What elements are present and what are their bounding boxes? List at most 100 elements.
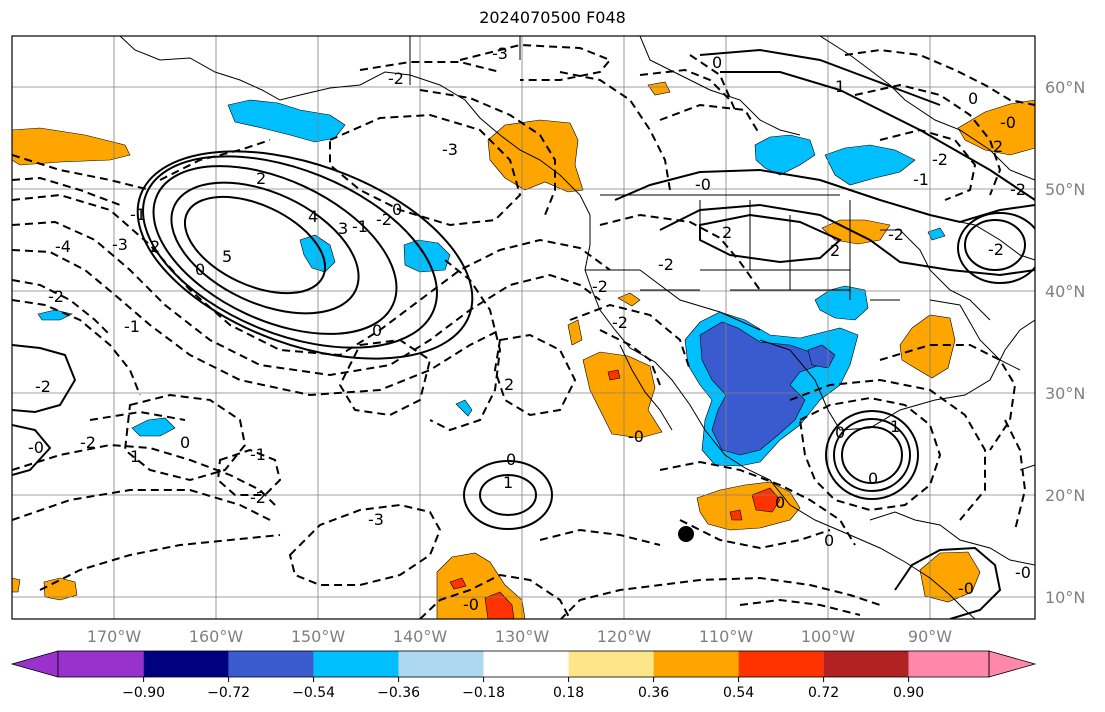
contour-label: -2 bbox=[80, 433, 96, 452]
contour-label: -2 bbox=[388, 69, 404, 88]
contour-label: -2 bbox=[612, 313, 628, 332]
contour-label: -1 bbox=[124, 317, 140, 336]
contour-label: -3 bbox=[112, 235, 128, 254]
contour-label: -2 bbox=[988, 240, 1004, 259]
contour-label: 0 bbox=[968, 89, 978, 108]
lon-label: 110°W bbox=[699, 627, 754, 646]
contour-label: 1 bbox=[503, 473, 513, 492]
positive-region bbox=[899, 314, 956, 379]
colorbar-tick-label: 0.90 bbox=[893, 685, 924, 701]
contour-label: -0 bbox=[958, 579, 974, 598]
contour-label: -1 bbox=[250, 445, 266, 464]
graticule bbox=[12, 36, 1035, 619]
latitude-labels: 60°N 50°N 40°N 30°N 20°N 10°N bbox=[1045, 78, 1085, 607]
contour-label: 1 bbox=[835, 77, 845, 96]
colorbar-bin bbox=[228, 651, 314, 677]
lat-label: 50°N bbox=[1045, 180, 1085, 199]
contour-label: 2 bbox=[150, 237, 160, 256]
contour-label: 0 bbox=[712, 53, 722, 72]
lat-label: 40°N bbox=[1045, 282, 1085, 301]
contour-label: -4 bbox=[55, 237, 71, 256]
contour-label: -2 bbox=[932, 150, 948, 169]
strong-positive-region bbox=[751, 487, 781, 513]
contour-labels: -3 -2 -3 0 -2 -1 2 4 3 2 -1 0 5 -4 -3 -2… bbox=[28, 44, 1031, 614]
contour-label: -0 bbox=[1015, 563, 1031, 582]
moderate-negative-region bbox=[455, 399, 473, 417]
coastlines bbox=[119, 36, 1035, 619]
contour-label: 3 bbox=[338, 219, 348, 238]
contour-label: 2 bbox=[722, 223, 732, 242]
contour-label: -0 bbox=[28, 438, 44, 457]
contour-label: -2 bbox=[376, 210, 392, 229]
contour-label: 0 bbox=[868, 469, 878, 488]
negative-contours bbox=[12, 43, 1035, 619]
contour-label: 0 bbox=[180, 433, 190, 452]
colorbar-bin bbox=[908, 651, 989, 677]
storm-marker bbox=[678, 526, 694, 542]
positive-region bbox=[582, 351, 663, 439]
colorbar-bin bbox=[823, 651, 909, 677]
colorbar-tick-label: 0.72 bbox=[808, 685, 839, 701]
positive-contours bbox=[12, 48, 1035, 619]
colorbar-bin bbox=[398, 651, 484, 677]
lon-label: 160°W bbox=[189, 627, 244, 646]
colorbar-bin bbox=[483, 651, 569, 677]
contour-label: -0 bbox=[628, 427, 644, 446]
lat-label: 10°N bbox=[1045, 588, 1085, 607]
moderate-negative-region bbox=[299, 234, 336, 273]
contour-label: -3 bbox=[368, 510, 384, 529]
moderate-negative-region bbox=[227, 99, 346, 143]
positive-region bbox=[12, 577, 21, 593]
contour-label: -2 bbox=[888, 225, 904, 244]
contour-label: 4 bbox=[308, 207, 318, 226]
contour-label: -2 bbox=[35, 377, 51, 396]
contour-label: -0 bbox=[463, 595, 479, 614]
lon-label: 130°W bbox=[495, 627, 550, 646]
longitude-labels: 170°W 160°W 150°W 140°W 130°W 120°W 110°… bbox=[87, 627, 952, 646]
colorbar-tick-label: −0.18 bbox=[462, 685, 505, 701]
lat-label: 30°N bbox=[1045, 384, 1085, 403]
contour-label: -2 bbox=[658, 255, 674, 274]
colorbar-tick-labels: −0.90 −0.72 −0.54 −0.36 −0.18 0.18 0.36 … bbox=[122, 685, 924, 701]
contour-label: 1 bbox=[130, 447, 140, 466]
contour-label: -1 bbox=[130, 205, 146, 224]
moderate-negative-region bbox=[131, 417, 176, 437]
moderate-negative-region bbox=[927, 227, 946, 241]
contour-label: -0 bbox=[695, 175, 711, 194]
positive-region bbox=[12, 127, 131, 166]
colorbar-tick-label: 0.18 bbox=[553, 685, 584, 701]
strong-positive-region bbox=[484, 591, 515, 619]
contour-label: 2 bbox=[504, 375, 514, 394]
lat-label: 60°N bbox=[1045, 78, 1085, 97]
contour-label: 0 bbox=[392, 200, 402, 219]
contour-label: 2 bbox=[993, 137, 1003, 156]
contour-label: -3 bbox=[492, 44, 508, 63]
colorbar-tick-label: 0.36 bbox=[638, 685, 669, 701]
contour-label: -1 bbox=[352, 217, 368, 236]
colorbar-extend-high bbox=[988, 650, 1037, 678]
contour-label: 2 bbox=[256, 169, 266, 188]
contour-label: 5 bbox=[222, 247, 232, 266]
colorbar-bin bbox=[653, 651, 739, 677]
lon-label: 170°W bbox=[87, 627, 142, 646]
lon-label: 100°W bbox=[801, 627, 856, 646]
lon-label: 90°W bbox=[908, 627, 952, 646]
colorbar-extend-low bbox=[10, 650, 59, 678]
colorbar-tick-label: −0.54 bbox=[292, 685, 335, 701]
colorbar-frame bbox=[57, 650, 990, 678]
colorbar-bin bbox=[58, 651, 144, 677]
moderate-negative-region bbox=[824, 144, 916, 186]
contour-label: 0 bbox=[195, 260, 205, 279]
colorbar-tick-label: 0.54 bbox=[723, 685, 754, 701]
strong-positive-region bbox=[729, 509, 743, 521]
positive-region bbox=[567, 319, 583, 346]
contour-label: -0 bbox=[1000, 113, 1016, 132]
colorbar-ticks bbox=[143, 677, 910, 682]
colorbar-bin bbox=[313, 651, 399, 677]
strong-positive-region bbox=[449, 577, 467, 590]
contour-label: -1 bbox=[913, 170, 929, 189]
contour-label: -2 bbox=[1010, 180, 1026, 199]
colorbar-tick-label: −0.90 bbox=[122, 685, 165, 701]
colorbar: −0.90 −0.72 −0.54 −0.36 −0.18 0.18 0.36 … bbox=[10, 650, 1037, 701]
